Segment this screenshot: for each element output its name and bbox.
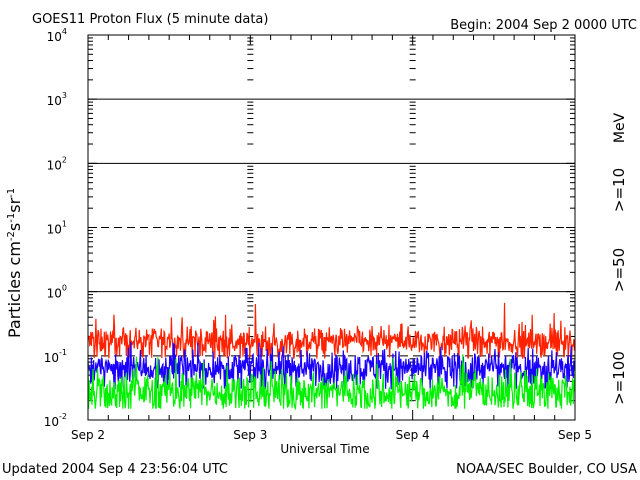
series-line: [87, 354, 576, 411]
legend-unit: MeV: [612, 112, 628, 143]
y-tick-label: 10-1: [44, 348, 67, 365]
y-tick-labels: 10-2 10-1 100 101 102 103 104: [44, 27, 67, 429]
y-tick-label: 103: [47, 91, 67, 108]
y-axis-label: Particles cm-2s-1sr-1: [5, 188, 24, 338]
y-tick-label: 100: [47, 284, 67, 301]
y-tick-label: 104: [47, 27, 67, 44]
y-tick-label: 10-2: [44, 412, 67, 429]
legend: >=10 >=50 >=100 MeV: [610, 112, 628, 404]
chart-title: GOES11 Proton Flux (5 minute data): [32, 12, 268, 27]
plot-frame: [87, 34, 576, 421]
x-axis-label: Universal Time: [280, 442, 369, 456]
y-tick-label: 101: [47, 220, 67, 237]
series-layer: [87, 302, 576, 411]
y-tick-label: 102: [47, 155, 67, 172]
x-tick-label: Sep 3: [233, 428, 267, 442]
x-tick-label: Sep 5: [558, 428, 592, 442]
x-tick-label: Sep 4: [396, 428, 430, 442]
begin-label: Begin: 2004 Sep 2 0000 UTC: [450, 18, 637, 33]
legend-item: >=10: [610, 168, 628, 212]
x-tick-label: Sep 2: [71, 428, 105, 442]
series-line: [87, 302, 576, 359]
updated-timestamp: Updated 2004 Sep 4 23:56:04 UTC: [2, 462, 228, 477]
source-credit: NOAA/SEC Boulder, CO USA: [456, 462, 637, 477]
legend-item: >=100: [610, 351, 628, 405]
legend-item: >=50: [610, 248, 628, 292]
x-tick-labels: Sep 2 Sep 3 Sep 4 Sep 5: [71, 428, 592, 442]
